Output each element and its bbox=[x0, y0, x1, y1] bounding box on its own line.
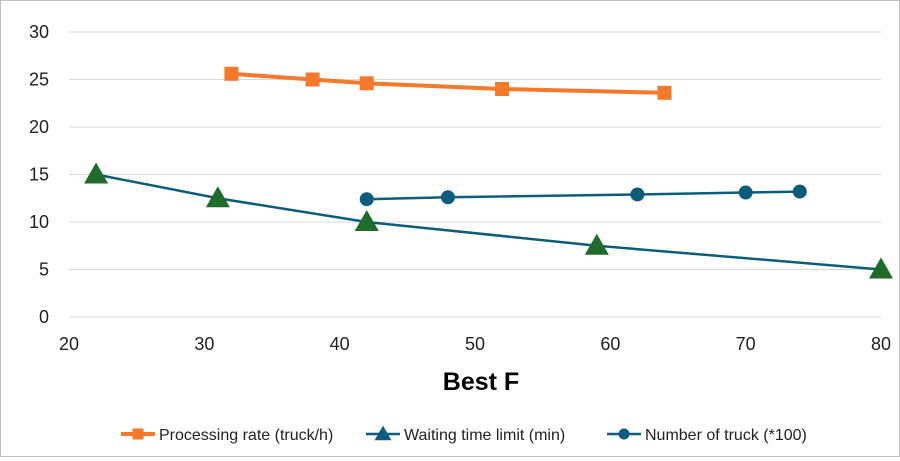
series-1 bbox=[224, 66, 672, 100]
x-axis-title: Best F bbox=[443, 368, 519, 396]
legend-item-2: Waiting time limit (min) bbox=[366, 425, 565, 444]
gridlines bbox=[69, 31, 881, 318]
data-point-circle bbox=[359, 192, 374, 207]
legend-item-3: Number of truck (*100) bbox=[607, 427, 807, 444]
x-tick-label: 60 bbox=[600, 334, 620, 354]
legend-label: Processing rate (truck/h) bbox=[159, 427, 333, 444]
series-group bbox=[84, 66, 893, 279]
data-point-triangle bbox=[205, 186, 230, 208]
data-point-triangle bbox=[354, 210, 379, 231]
data-point-square bbox=[305, 72, 320, 87]
x-tick-label: 30 bbox=[194, 334, 214, 354]
series-line bbox=[366, 190, 800, 201]
data-point-triangle bbox=[84, 162, 109, 184]
data-point-square bbox=[657, 85, 672, 100]
legend-label: Waiting time limit (min) bbox=[404, 427, 565, 444]
data-point-circle bbox=[440, 190, 455, 205]
y-tick-label: 30 bbox=[29, 22, 49, 42]
axes: 0 5 10 15 20 25 30 20 30 40 50 60 70 80 bbox=[29, 22, 891, 354]
series-line bbox=[231, 71, 665, 95]
y-tick-label: 0 bbox=[39, 307, 49, 327]
x-tick-label: 50 bbox=[465, 334, 485, 354]
legend-label: Number of truck (*100) bbox=[645, 427, 807, 444]
series-2 bbox=[84, 162, 893, 279]
y-tick-label: 15 bbox=[29, 165, 49, 185]
x-tick-label: 40 bbox=[330, 334, 350, 354]
data-point-square bbox=[495, 82, 510, 96]
x-tick-label: 80 bbox=[871, 334, 891, 354]
data-point-triangle bbox=[869, 257, 893, 279]
series-3 bbox=[359, 184, 807, 207]
y-tick-label: 25 bbox=[29, 70, 49, 90]
x-tick-label: 20 bbox=[59, 334, 79, 354]
data-point-circle bbox=[792, 184, 807, 199]
data-point-circle bbox=[618, 428, 630, 440]
y-tick-label: 10 bbox=[29, 212, 49, 232]
legend: Processing rate (truck/h) Waiting time li… bbox=[121, 425, 807, 444]
data-point-circle bbox=[630, 187, 645, 202]
x-tick-label: 70 bbox=[736, 334, 756, 354]
data-point-square bbox=[224, 66, 239, 81]
data-point-square bbox=[359, 76, 374, 91]
legend-item-1: Processing rate (truck/h) bbox=[121, 427, 333, 444]
data-point-triangle bbox=[584, 233, 609, 255]
data-point-circle bbox=[738, 185, 753, 200]
data-point-triangle bbox=[374, 425, 392, 441]
y-tick-label: 5 bbox=[39, 260, 49, 280]
data-point-square bbox=[132, 428, 144, 440]
y-tick-label: 20 bbox=[29, 117, 49, 137]
